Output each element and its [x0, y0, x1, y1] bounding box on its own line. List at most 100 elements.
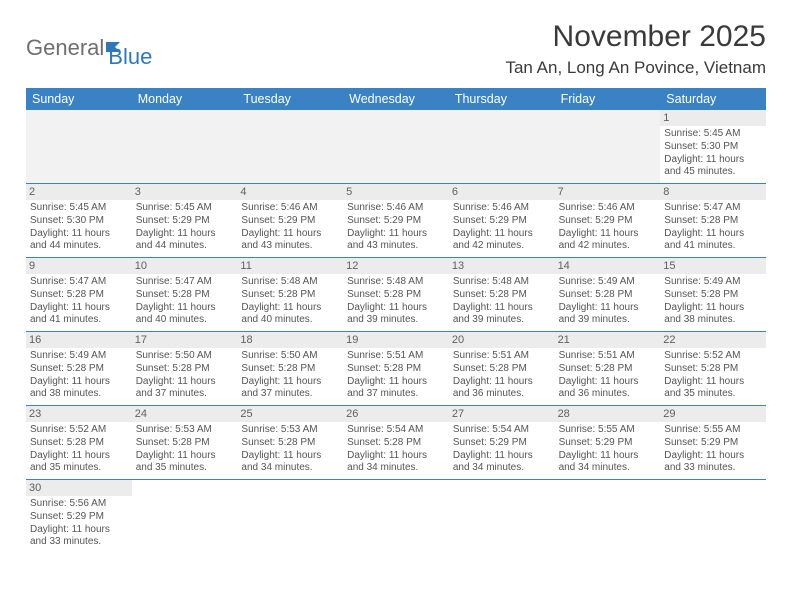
day-daylight2: and 36 minutes.: [559, 388, 657, 401]
day-cell-6: 6Sunrise: 5:46 AMSunset: 5:29 PMDaylight…: [449, 184, 555, 258]
day-cell-24: 24Sunrise: 5:53 AMSunset: 5:28 PMDayligh…: [132, 406, 238, 480]
day-daylight2: and 42 minutes.: [559, 240, 657, 253]
day-cell-28: 28Sunrise: 5:55 AMSunset: 5:29 PMDayligh…: [555, 406, 661, 480]
day-sunrise: Sunrise: 5:47 AM: [664, 202, 762, 215]
day-sunset: Sunset: 5:28 PM: [241, 437, 339, 450]
day-daylight2: and 37 minutes.: [241, 388, 339, 401]
empty-cell: [343, 110, 449, 184]
day-cell-22: 22Sunrise: 5:52 AMSunset: 5:28 PMDayligh…: [660, 332, 766, 406]
day-daylight1: Daylight: 11 hours: [559, 376, 657, 389]
day-daylight2: and 43 minutes.: [347, 240, 445, 253]
empty-cell: [555, 110, 661, 184]
day-sunset: Sunset: 5:29 PM: [30, 511, 128, 524]
day-sunset: Sunset: 5:28 PM: [453, 363, 551, 376]
day-cell-21: 21Sunrise: 5:51 AMSunset: 5:28 PMDayligh…: [555, 332, 661, 406]
day-header-friday: Friday: [555, 88, 661, 110]
day-sunrise: Sunrise: 5:52 AM: [30, 424, 128, 437]
day-sunset: Sunset: 5:28 PM: [136, 363, 234, 376]
day-cell-20: 20Sunrise: 5:51 AMSunset: 5:28 PMDayligh…: [449, 332, 555, 406]
day-cell-7: 7Sunrise: 5:46 AMSunset: 5:29 PMDaylight…: [555, 184, 661, 258]
day-daylight2: and 42 minutes.: [453, 240, 551, 253]
day-daylight2: and 35 minutes.: [30, 462, 128, 475]
day-header-tuesday: Tuesday: [237, 88, 343, 110]
day-sunrise: Sunrise: 5:46 AM: [347, 202, 445, 215]
day-cell-15: 15Sunrise: 5:49 AMSunset: 5:28 PMDayligh…: [660, 258, 766, 332]
day-number: 13: [449, 258, 555, 274]
day-number: 5: [343, 184, 449, 200]
day-sunset: Sunset: 5:29 PM: [453, 437, 551, 450]
day-cell-30: 30Sunrise: 5:56 AMSunset: 5:29 PMDayligh…: [26, 480, 132, 554]
day-daylight2: and 34 minutes.: [559, 462, 657, 475]
day-number: 25: [237, 406, 343, 422]
day-sunrise: Sunrise: 5:45 AM: [30, 202, 128, 215]
empty-cell: [132, 110, 238, 184]
day-cell-16: 16Sunrise: 5:49 AMSunset: 5:28 PMDayligh…: [26, 332, 132, 406]
empty-cell: [449, 480, 555, 554]
empty-cell: [26, 110, 132, 184]
day-sunrise: Sunrise: 5:49 AM: [559, 276, 657, 289]
day-sunrise: Sunrise: 5:54 AM: [453, 424, 551, 437]
day-header-thursday: Thursday: [449, 88, 555, 110]
day-daylight1: Daylight: 11 hours: [347, 302, 445, 315]
title-block: November 2025 Tan An, Long An Povince, V…: [505, 20, 766, 78]
day-cell-26: 26Sunrise: 5:54 AMSunset: 5:28 PMDayligh…: [343, 406, 449, 480]
day-daylight1: Daylight: 11 hours: [241, 450, 339, 463]
day-daylight1: Daylight: 11 hours: [136, 450, 234, 463]
empty-cell: [237, 110, 343, 184]
day-sunrise: Sunrise: 5:49 AM: [664, 276, 762, 289]
day-cell-12: 12Sunrise: 5:48 AMSunset: 5:28 PMDayligh…: [343, 258, 449, 332]
day-daylight2: and 39 minutes.: [559, 314, 657, 327]
day-daylight1: Daylight: 11 hours: [136, 228, 234, 241]
day-daylight1: Daylight: 11 hours: [30, 524, 128, 537]
day-sunrise: Sunrise: 5:48 AM: [241, 276, 339, 289]
day-daylight1: Daylight: 11 hours: [30, 302, 128, 315]
day-sunrise: Sunrise: 5:52 AM: [664, 350, 762, 363]
day-number: 12: [343, 258, 449, 274]
day-daylight2: and 33 minutes.: [30, 536, 128, 549]
day-number: 17: [132, 332, 238, 348]
day-sunset: Sunset: 5:28 PM: [136, 437, 234, 450]
day-cell-11: 11Sunrise: 5:48 AMSunset: 5:28 PMDayligh…: [237, 258, 343, 332]
day-sunset: Sunset: 5:28 PM: [664, 289, 762, 302]
day-cell-13: 13Sunrise: 5:48 AMSunset: 5:28 PMDayligh…: [449, 258, 555, 332]
empty-cell: [449, 110, 555, 184]
day-number: 4: [237, 184, 343, 200]
day-sunrise: Sunrise: 5:55 AM: [559, 424, 657, 437]
day-sunset: Sunset: 5:28 PM: [241, 363, 339, 376]
day-daylight1: Daylight: 11 hours: [241, 228, 339, 241]
day-daylight1: Daylight: 11 hours: [453, 302, 551, 315]
day-cell-19: 19Sunrise: 5:51 AMSunset: 5:28 PMDayligh…: [343, 332, 449, 406]
day-daylight2: and 44 minutes.: [136, 240, 234, 253]
day-number: 19: [343, 332, 449, 348]
day-daylight2: and 38 minutes.: [30, 388, 128, 401]
day-number: 29: [660, 406, 766, 422]
week-row: 1Sunrise: 5:45 AMSunset: 5:30 PMDaylight…: [26, 110, 766, 184]
day-number: 2: [26, 184, 132, 200]
calendar-page: General Blue November 2025 Tan An, Long …: [0, 0, 792, 554]
day-daylight2: and 41 minutes.: [664, 240, 762, 253]
day-number: 27: [449, 406, 555, 422]
day-number: 22: [660, 332, 766, 348]
day-cell-17: 17Sunrise: 5:50 AMSunset: 5:28 PMDayligh…: [132, 332, 238, 406]
day-number: 8: [660, 184, 766, 200]
empty-cell: [132, 480, 238, 554]
day-number: 7: [555, 184, 661, 200]
day-sunset: Sunset: 5:30 PM: [664, 141, 762, 154]
day-sunset: Sunset: 5:29 PM: [241, 215, 339, 228]
day-sunrise: Sunrise: 5:48 AM: [453, 276, 551, 289]
day-sunrise: Sunrise: 5:51 AM: [559, 350, 657, 363]
day-number: 3: [132, 184, 238, 200]
day-daylight1: Daylight: 11 hours: [30, 450, 128, 463]
day-daylight2: and 36 minutes.: [453, 388, 551, 401]
day-sunset: Sunset: 5:28 PM: [30, 289, 128, 302]
brand-part2: Blue: [108, 44, 152, 69]
day-sunrise: Sunrise: 5:53 AM: [136, 424, 234, 437]
day-cell-4: 4Sunrise: 5:46 AMSunset: 5:29 PMDaylight…: [237, 184, 343, 258]
day-sunset: Sunset: 5:29 PM: [559, 437, 657, 450]
day-daylight2: and 39 minutes.: [347, 314, 445, 327]
day-daylight2: and 40 minutes.: [136, 314, 234, 327]
day-daylight2: and 38 minutes.: [664, 314, 762, 327]
week-row: 23Sunrise: 5:52 AMSunset: 5:28 PMDayligh…: [26, 406, 766, 480]
day-sunset: Sunset: 5:28 PM: [136, 289, 234, 302]
day-sunrise: Sunrise: 5:56 AM: [30, 498, 128, 511]
